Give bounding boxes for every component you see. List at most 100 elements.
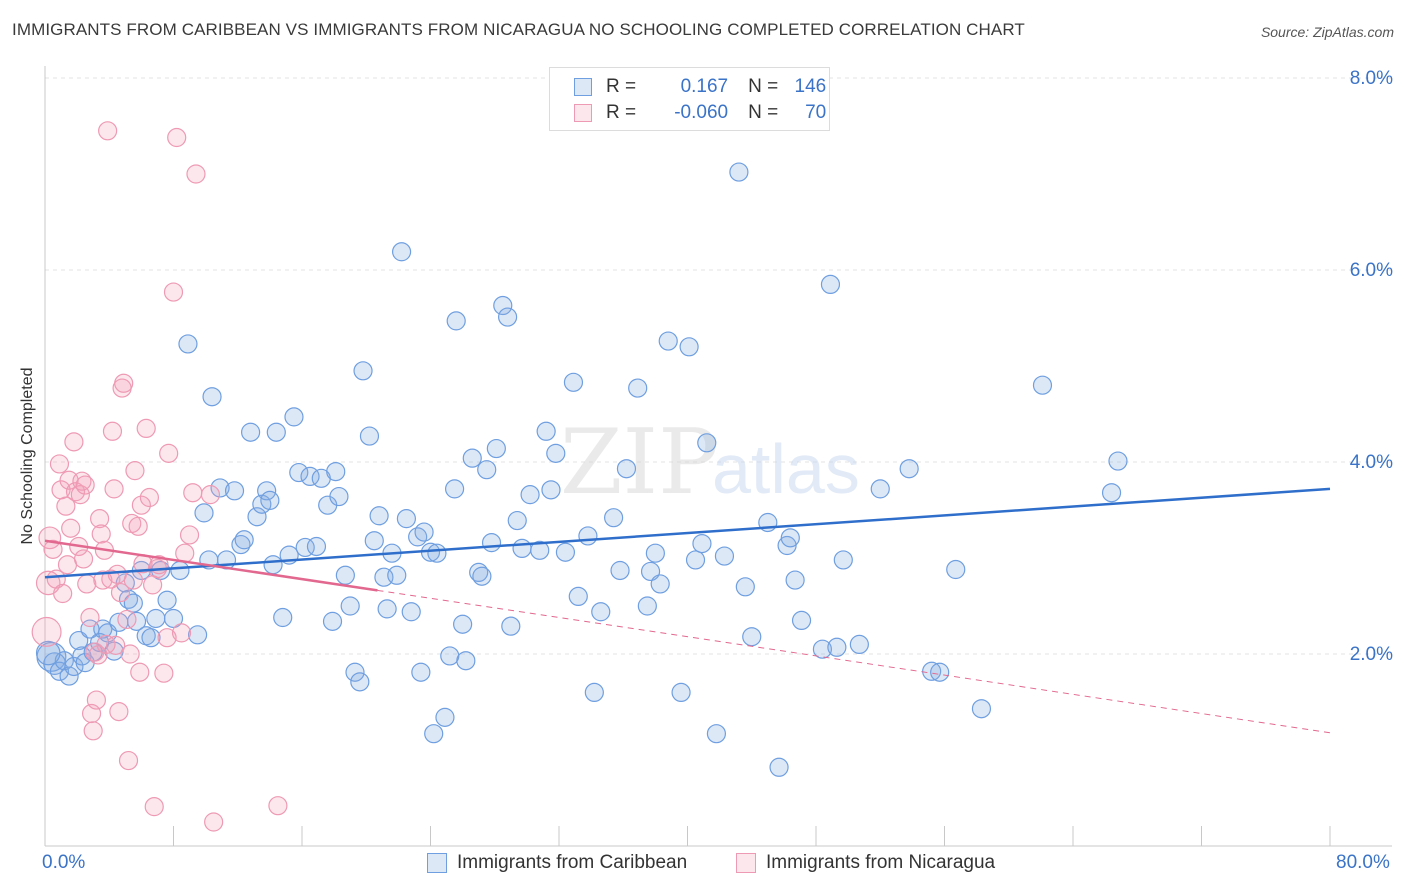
data-point xyxy=(827,637,847,657)
data-point xyxy=(186,164,206,184)
data-point xyxy=(117,609,137,630)
data-point xyxy=(493,295,513,316)
data-point xyxy=(107,564,127,584)
data-point xyxy=(568,586,588,607)
source-label: Source: ZipAtlas.com xyxy=(1260,24,1394,40)
data-point xyxy=(679,337,699,357)
trend-lines xyxy=(44,487,1331,734)
data-point xyxy=(241,422,261,442)
data-point xyxy=(120,644,140,664)
data-point xyxy=(769,757,789,777)
data-point xyxy=(139,487,160,508)
data-point xyxy=(35,640,61,666)
data-point xyxy=(210,478,230,498)
data-point xyxy=(329,486,349,507)
data-point xyxy=(584,682,604,703)
data-point xyxy=(128,516,148,536)
data-point xyxy=(697,433,717,453)
data-point xyxy=(157,628,177,648)
data-point xyxy=(53,583,73,604)
data-point xyxy=(530,540,550,560)
data-point xyxy=(610,560,630,581)
data-point xyxy=(141,628,161,648)
data-point xyxy=(118,750,139,771)
legend-swatch-pink xyxy=(574,104,592,122)
data-point xyxy=(109,701,129,722)
data-point xyxy=(106,635,126,655)
data-point xyxy=(1108,451,1128,471)
legend-n-value: 146 xyxy=(794,76,827,97)
data-point xyxy=(31,616,62,647)
data-point xyxy=(604,508,624,528)
data-point xyxy=(284,407,304,427)
data-point xyxy=(650,574,670,594)
data-point xyxy=(247,507,267,527)
data-point xyxy=(200,485,221,505)
data-point xyxy=(86,690,107,710)
data-point xyxy=(204,812,224,832)
data-point xyxy=(273,607,293,628)
data-point xyxy=(396,509,417,529)
data-point xyxy=(477,460,497,480)
data-point xyxy=(541,480,561,500)
data-point xyxy=(486,438,506,459)
data-point xyxy=(440,646,460,666)
data-point xyxy=(126,611,147,631)
data-point xyxy=(735,577,755,597)
data-point xyxy=(146,608,166,629)
gridlines xyxy=(45,77,1392,655)
data-point xyxy=(143,575,163,595)
legend-item-caribbean[interactable]: Immigrants from Caribbean xyxy=(427,852,687,874)
data-point xyxy=(369,506,389,526)
data-point xyxy=(563,372,584,392)
data-point xyxy=(110,582,131,603)
correlation-legend: R = 0.167 N = 146 R = -0.060 N = 70 xyxy=(549,67,830,131)
x-tick-max: 80.0% xyxy=(1336,852,1390,873)
trend-line-caribbean xyxy=(44,487,1331,579)
data-point xyxy=(820,274,841,294)
data-point xyxy=(930,662,950,682)
data-point xyxy=(123,570,143,590)
trend-line-nicaragua xyxy=(44,539,378,592)
data-point xyxy=(833,550,853,570)
data-point xyxy=(102,421,123,441)
x-tick-min: 0.0% xyxy=(42,852,86,873)
data-point xyxy=(179,525,200,545)
data-point xyxy=(57,555,78,575)
legend-r-label: R = xyxy=(606,76,637,97)
data-point xyxy=(714,546,735,566)
data-point xyxy=(444,479,465,499)
trend-line-nicaragua-extension xyxy=(377,589,1331,734)
data-point xyxy=(263,555,283,575)
data-point xyxy=(260,490,280,510)
data-point xyxy=(922,661,942,681)
data-point xyxy=(335,565,355,585)
data-point xyxy=(159,443,179,463)
legend-n-label: N = xyxy=(748,102,779,123)
data-point xyxy=(350,672,370,692)
data-point xyxy=(93,570,113,590)
data-point xyxy=(899,459,919,479)
data-point xyxy=(424,724,444,744)
data-point xyxy=(536,421,556,441)
data-point xyxy=(234,530,254,550)
series-legend: Immigrants from Caribbean Immigrants fro… xyxy=(0,852,1406,878)
data-point xyxy=(49,661,70,681)
data-point xyxy=(88,645,108,665)
legend-swatch-pink xyxy=(736,853,756,873)
data-point xyxy=(171,623,192,643)
data-point xyxy=(202,387,222,407)
y-tick-label: 6.0% xyxy=(1350,260,1393,281)
data-point xyxy=(849,634,869,655)
data-point xyxy=(446,311,466,331)
data-point xyxy=(322,611,343,631)
legend-item-nicaragua[interactable]: Immigrants from Nicaragua xyxy=(736,852,995,874)
data-point xyxy=(345,662,365,682)
data-point xyxy=(157,590,177,610)
data-point xyxy=(628,378,648,398)
data-point xyxy=(98,121,118,141)
watermark-zip: ZIP xyxy=(560,410,719,515)
y-tick-label: 2.0% xyxy=(1350,644,1393,665)
legend-swatch-blue xyxy=(427,853,447,873)
data-point xyxy=(637,596,657,616)
